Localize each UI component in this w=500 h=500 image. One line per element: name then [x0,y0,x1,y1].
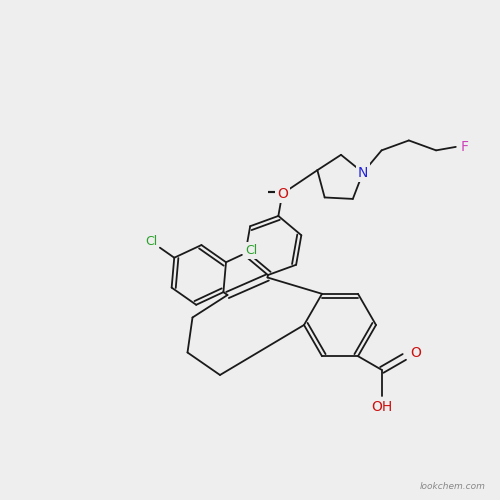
Text: Cl: Cl [145,235,157,248]
Text: F: F [461,140,469,154]
Text: lookchem.com: lookchem.com [420,482,486,491]
Text: O: O [277,187,287,201]
Text: O: O [410,346,421,360]
Text: OH: OH [371,400,392,414]
Text: Cl: Cl [246,244,258,256]
Text: N: N [358,166,368,179]
